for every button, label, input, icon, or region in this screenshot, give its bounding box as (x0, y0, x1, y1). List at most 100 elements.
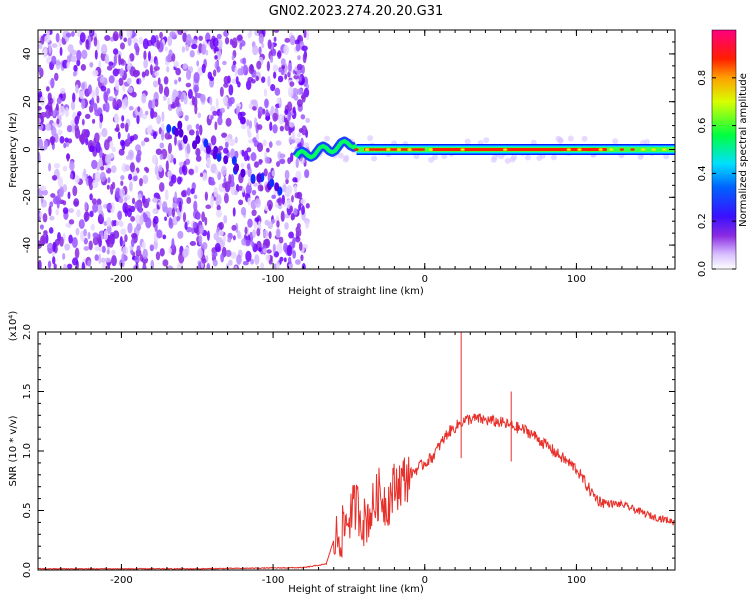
noise-speckle (174, 79, 178, 85)
noise-speckle (51, 55, 57, 65)
noise-speckle (83, 246, 90, 251)
noise-speckle (146, 126, 153, 135)
tone-dot (481, 148, 487, 151)
noise-speckle (296, 63, 303, 71)
noise-speckle (49, 201, 54, 208)
noise-speckle (232, 207, 236, 217)
noise-speckle (152, 80, 159, 88)
tone-dot (609, 148, 614, 151)
noise-speckle (168, 180, 174, 187)
noise-speckle (108, 61, 114, 67)
noise-speckle (188, 124, 192, 131)
noise-speckle (100, 257, 106, 264)
tone-dot (492, 148, 497, 151)
noise-speckle (279, 125, 285, 132)
noise-speckle (111, 146, 117, 153)
noise-speckle (167, 35, 173, 47)
noise-speckle (163, 76, 169, 85)
noise-speckle (158, 182, 165, 192)
noise-speckle (138, 205, 143, 214)
bottom-x-tick-label: -100 (262, 575, 285, 586)
noise-speckle (180, 93, 184, 103)
noise-speckle (85, 39, 90, 50)
noise-speckle (296, 132, 302, 138)
noise-speckle (237, 185, 244, 191)
noise-speckle (288, 231, 295, 239)
noise-speckle (289, 139, 296, 144)
noise-speckle (57, 176, 63, 188)
noise-speckle (66, 124, 73, 133)
noise-speckle (292, 106, 296, 114)
noise-speckle (301, 205, 305, 216)
noise-speckle (119, 188, 126, 198)
noise-speckle (142, 248, 148, 260)
noise-speckle (154, 164, 159, 176)
bottom-y-tick-label: 1.5 (22, 384, 33, 400)
top-y-axis-label: Frequency (Hz) (8, 112, 19, 188)
noise-speckle (185, 226, 192, 233)
noise-speckle (273, 71, 277, 79)
tone-dot (651, 148, 656, 151)
noise-speckle (239, 42, 243, 50)
noise-speckle (227, 237, 232, 243)
noise-speckle (298, 228, 302, 237)
noise-speckle (106, 88, 111, 95)
noise-speckle (97, 214, 103, 224)
noise-speckle (258, 247, 262, 253)
noise-speckle (156, 229, 163, 239)
noise-speckle (62, 207, 69, 214)
noise-speckle (280, 58, 286, 66)
noise-speckle (256, 142, 264, 153)
noise-speckle (198, 224, 204, 235)
noise-speckle (98, 158, 103, 167)
top-x-tick-label: -100 (262, 274, 285, 285)
top-y-tick-label: -40 (22, 237, 33, 253)
noise-speckle (215, 97, 219, 109)
noise-speckle (224, 141, 229, 149)
noise-speckle (234, 265, 238, 269)
bottom-y-tick-label: 1.0 (22, 443, 33, 459)
noise-speckle (222, 60, 227, 66)
noise-speckle (134, 254, 140, 264)
noise-speckle (170, 103, 177, 109)
noise-speckle (90, 97, 95, 109)
noise-speckle (89, 210, 94, 218)
noise-speckle (215, 199, 220, 206)
noise-speckle (252, 44, 259, 56)
noise-speckle (142, 265, 147, 269)
noise-speckle (248, 120, 253, 129)
noise-speckle (305, 203, 310, 209)
noise-speckle (287, 157, 292, 165)
noise-speckle (269, 256, 273, 262)
noise-speckle (69, 173, 74, 180)
noise-speckle (119, 42, 125, 50)
noise-speckle (194, 165, 199, 174)
noise-speckle (112, 48, 119, 55)
noise-speckle (255, 132, 260, 141)
noise-speckle (289, 81, 295, 87)
noise-speckle (158, 164, 163, 173)
noise-speckle (228, 174, 232, 185)
noise-speckle (275, 261, 280, 269)
tone-dot (598, 148, 603, 151)
noise-speckle (128, 105, 134, 111)
tone-halo (550, 154, 557, 161)
noise-speckle (167, 170, 172, 178)
noise-speckle (76, 59, 81, 67)
noise-speckle (301, 92, 306, 103)
noise-speckle (69, 160, 75, 171)
noise-speckle (155, 59, 159, 67)
tone-band-inner (294, 139, 358, 160)
bottom-x-axis: -200 -100 0 100 (45, 332, 668, 586)
noise-speckle (262, 108, 266, 115)
noise-speckle (139, 214, 144, 226)
noise-speckle (267, 75, 271, 87)
noise-speckle (213, 46, 220, 52)
noise-speckle (135, 70, 141, 77)
noise-speckle (94, 109, 101, 117)
noise-speckle (214, 242, 221, 252)
noise-speckle (239, 116, 246, 125)
streak-blob (274, 182, 280, 192)
streak-blob (177, 120, 183, 130)
